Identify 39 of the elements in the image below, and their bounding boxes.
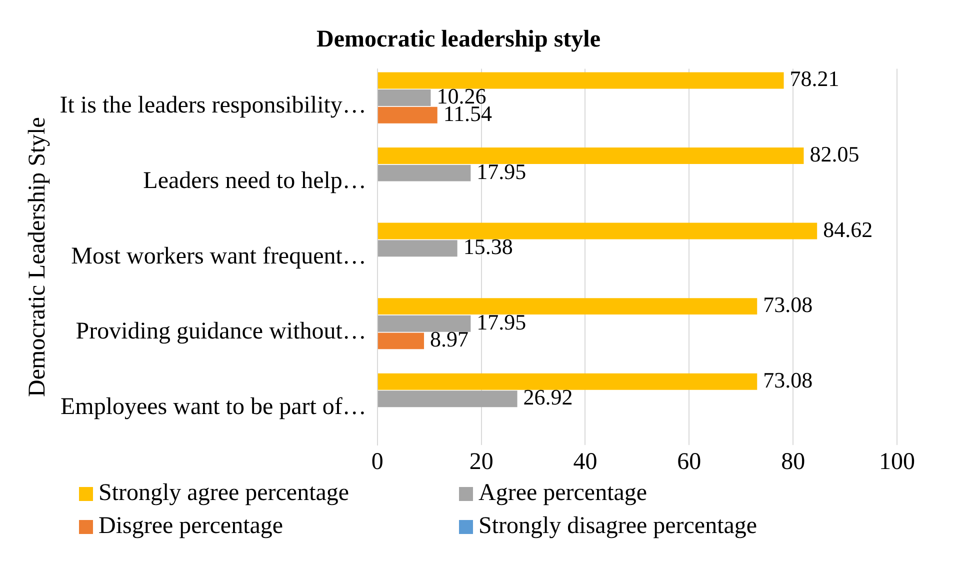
bar xyxy=(378,332,424,350)
y-tick-label: Most workers want frequent… xyxy=(71,243,366,270)
data-label: 78.21 xyxy=(790,66,840,92)
bar xyxy=(378,72,784,89)
data-label: 17.95 xyxy=(476,309,526,334)
y-tick-label: Leaders need to help… xyxy=(143,168,366,194)
x-tick-label: 80 xyxy=(781,448,806,475)
y-tick-label: Providing guidance without… xyxy=(76,318,366,345)
data-label: 73.08 xyxy=(763,292,813,318)
legend-label: Strongly agree percentage xyxy=(98,480,350,507)
bar xyxy=(378,106,438,124)
y-tick-label: Employees want to be part of… xyxy=(60,394,366,420)
bar xyxy=(378,298,758,315)
bar xyxy=(378,164,471,182)
data-label: 15.38 xyxy=(463,234,513,260)
data-label: 82.05 xyxy=(810,142,860,167)
chart-title: Democratic leadership style xyxy=(316,26,601,53)
x-tick-label: 40 xyxy=(573,448,598,475)
legend-label: Disgree percentage xyxy=(98,513,284,540)
y-axis-title: Democratic Leadership Style xyxy=(24,117,51,397)
bar xyxy=(378,148,804,164)
data-label: 84.62 xyxy=(823,216,873,242)
bar xyxy=(378,315,471,332)
data-label: 73.08 xyxy=(763,367,813,392)
x-tick-label: 100 xyxy=(879,448,915,475)
legend-label: Strongly disagree percentage xyxy=(478,513,758,540)
x-tick-label: 60 xyxy=(677,448,702,475)
x-tick-label: 0 xyxy=(371,448,384,475)
data-label: 8.97 xyxy=(430,326,469,352)
y-tick-label: It is the leaders responsibility… xyxy=(60,92,366,119)
bar xyxy=(378,373,758,390)
bar xyxy=(378,222,818,240)
legend-label: Agree percentage xyxy=(478,480,648,507)
bar xyxy=(378,90,431,106)
data-label: 26.92 xyxy=(523,384,573,410)
bar xyxy=(378,240,458,257)
x-tick-label: 20 xyxy=(469,448,494,475)
data-label: 17.95 xyxy=(476,158,526,184)
bar xyxy=(378,390,518,408)
